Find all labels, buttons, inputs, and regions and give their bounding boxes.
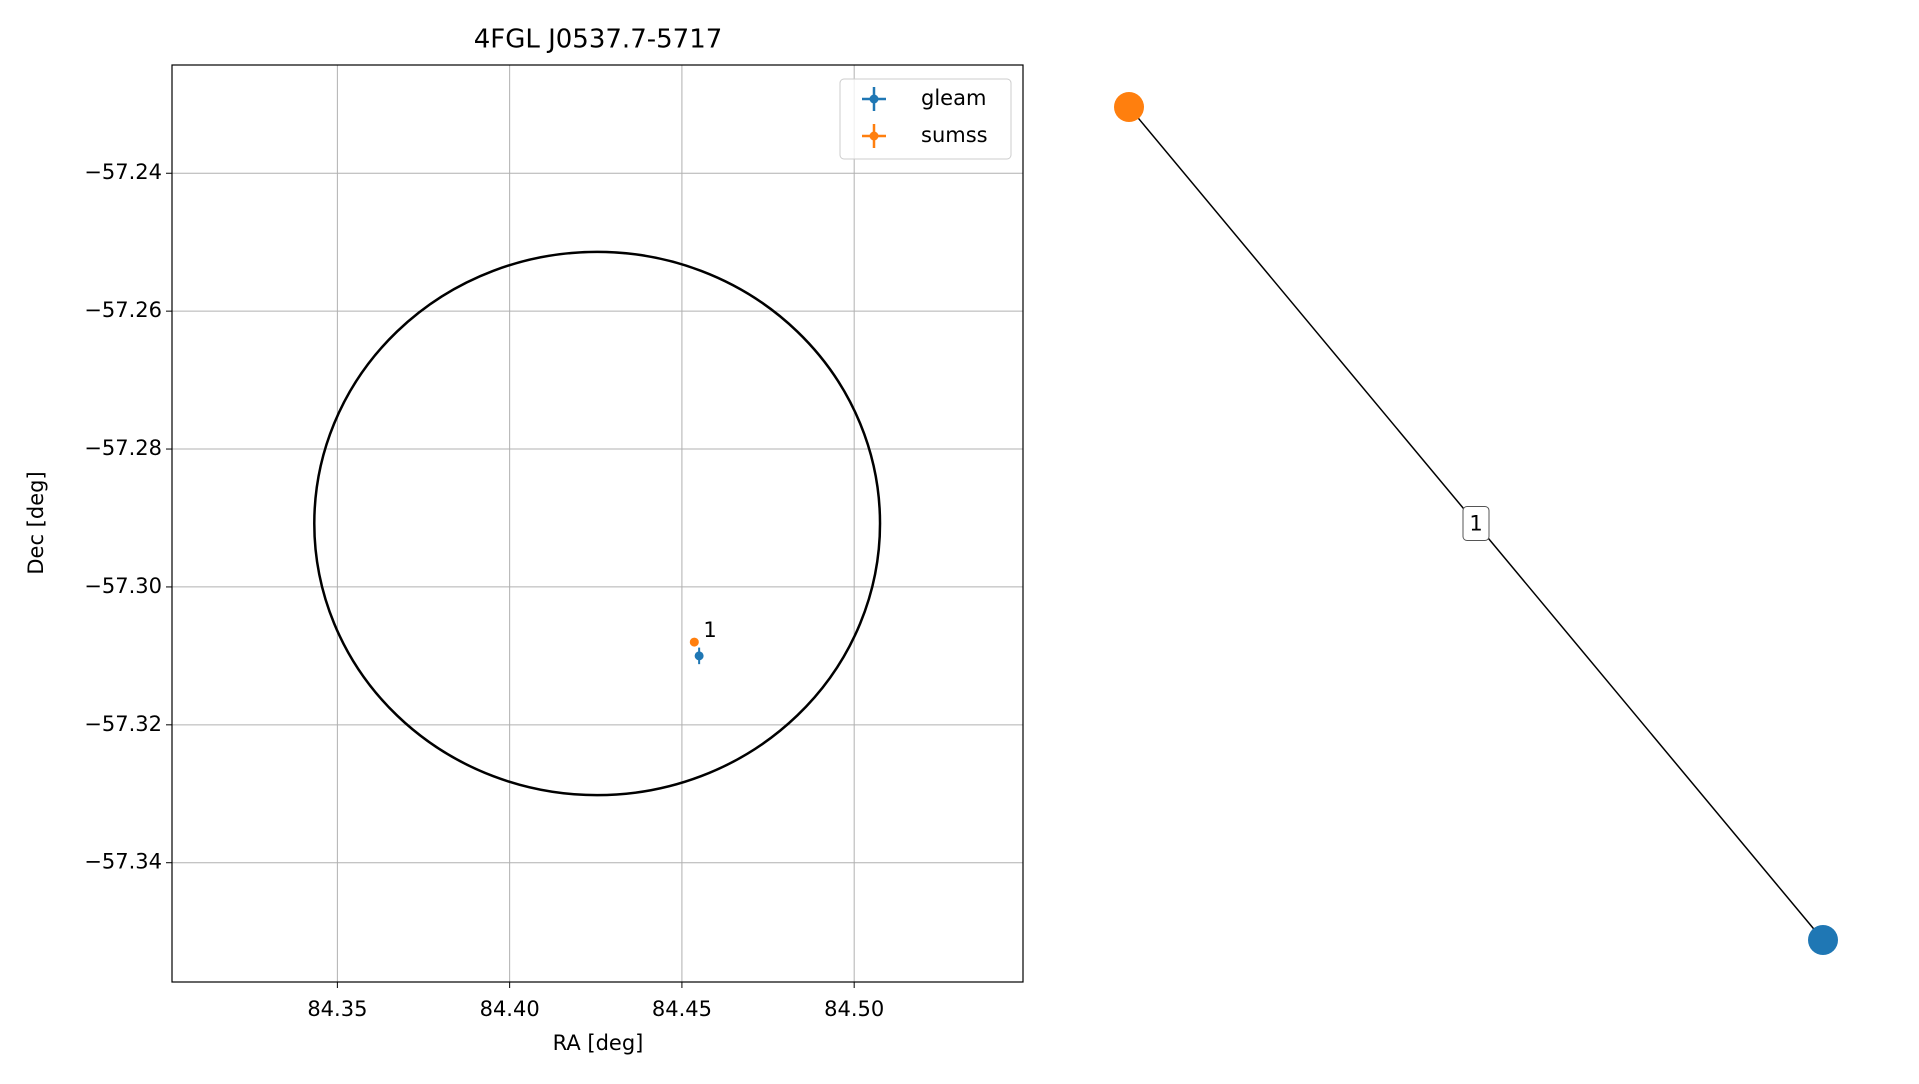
error-circle (313, 250, 882, 797)
y-tick-label: −57.28 (84, 436, 162, 460)
y-tick-label: −57.34 (84, 850, 162, 874)
edge-label: 1 (1469, 512, 1482, 536)
y-axis-label: Dec [deg] (24, 471, 48, 574)
x-tick-label: 84.45 (652, 997, 712, 1021)
legend-label: sumss (921, 123, 988, 147)
node (1808, 925, 1838, 955)
point (689, 637, 699, 647)
annotation: 1 (703, 618, 716, 642)
y-tick-label: −57.24 (84, 160, 162, 184)
x-tick-label: 84.40 (480, 997, 540, 1021)
chart-title: 4FGL J0537.7-5717 (474, 25, 723, 55)
legend-label: gleam (921, 86, 986, 110)
y-tick-label: −57.30 (84, 574, 162, 598)
node (1114, 92, 1144, 122)
x-tick-label: 84.35 (307, 997, 367, 1021)
axes-frame (171, 64, 1024, 983)
x-axis-label: RA [deg] (553, 1031, 644, 1055)
edge-label-box (1462, 506, 1490, 541)
y-tick-label: −57.26 (84, 298, 162, 322)
legend-marker (869, 94, 879, 104)
y-tick-label: −57.32 (84, 712, 162, 736)
point (694, 651, 704, 661)
legend-marker (869, 131, 879, 141)
x-tick-label: 84.50 (824, 997, 884, 1021)
